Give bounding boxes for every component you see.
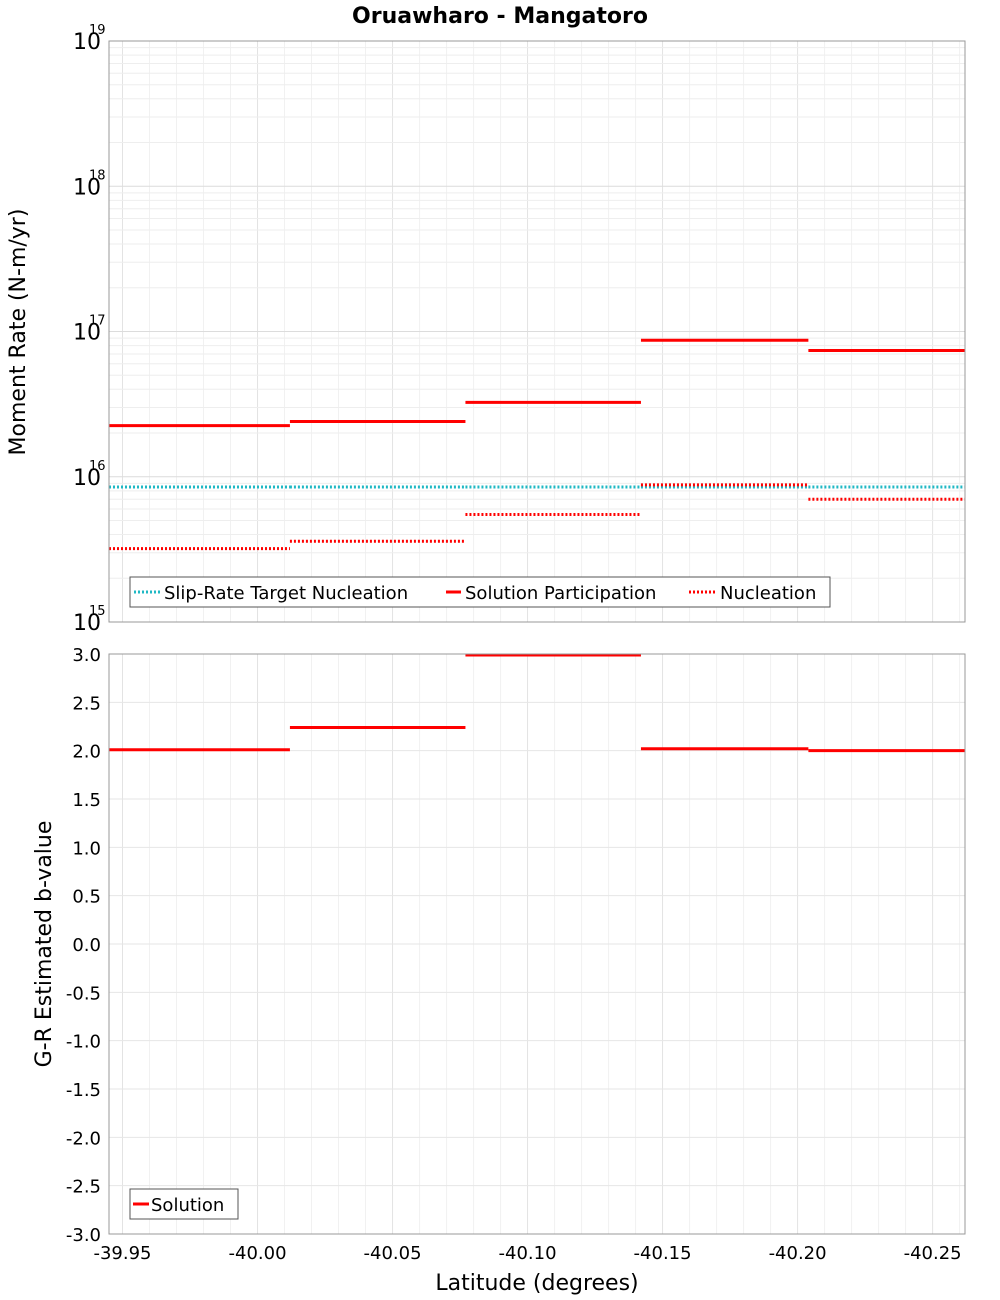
x-axis-label: Latitude (degrees) [435,1271,638,1296]
x-tick-label: -40.25 [904,1243,962,1264]
x-tick-label: -40.10 [499,1243,557,1264]
top-plot-grid [109,41,965,623]
x-tick-label: -40.00 [229,1243,287,1264]
legend-label-solution-participation: Solution Participation [465,583,656,604]
x-tick-label: -40.15 [634,1243,692,1264]
series-solution [109,653,965,753]
bottom-y-tick-label: -2.0 [66,1128,101,1149]
x-tick-label: -40.05 [364,1243,422,1264]
legend-label-slip-rate-target: Slip-Rate Target Nucleation [164,583,408,604]
top-y-tick-label: 10 [73,611,101,636]
bottom-y-tick-label: 2.0 [72,742,101,763]
top-plot-series [109,338,965,551]
bottom-y-tick-label: -3.0 [66,1225,101,1246]
bottom-y-tick-label: 1.5 [72,790,101,811]
top-y-tick-exponent: 16 [89,459,106,474]
bottom-plot-y-ticks: -3.0 -2.5 -2.0 -1.5 -1.0 -0.5 0.0 0.5 1.0 1.5 2.0 2… [66,645,101,1246]
bottom-y-tick-label: -1.5 [66,1080,101,1101]
top-y-tick-exponent: 17 [89,314,106,329]
chart-title: Oruawharo - Mangatoro [352,4,648,29]
top-plot-frame [108,40,966,623]
bottom-y-tick-label: -1.0 [66,1032,101,1053]
top-plot-y-label: Moment Rate (N-m/yr) [6,209,31,456]
top-y-tick-exponent: 15 [89,604,106,619]
x-ticks: -39.95 -40.00 -40.05 -40.10 -40.15 -40.20 -40.… [93,1243,961,1264]
bottom-plot-legend: Solution [129,1188,239,1220]
top-y-tick-label: 10 [73,30,101,55]
x-tick-label: -40.20 [769,1243,827,1264]
bottom-y-tick-label: 2.5 [72,693,101,714]
bottom-plot-series [109,653,965,753]
bottom-y-tick-label: 1.0 [72,838,101,859]
x-tick-label: -39.95 [93,1243,151,1264]
top-y-tick-exponent: 18 [89,168,106,183]
bottom-plot-frame [108,653,966,1235]
legend-label-solution: Solution [151,1195,224,1216]
bottom-plot-y-label: G-R Estimated b-value [32,821,57,1068]
top-y-tick-exponent: 19 [89,23,106,38]
top-y-tick-label: 10 [73,175,101,200]
bottom-y-tick-label: -0.5 [66,983,101,1004]
legend-label-nucleation: Nucleation [720,583,816,604]
bottom-y-tick-label: -2.5 [66,1177,101,1198]
series-solution-participation [109,338,965,428]
top-plot-legend: Slip-Rate Target Nucleation Solution Par… [129,576,831,608]
top-y-tick-label: 10 [73,466,101,491]
top-y-tick-label: 10 [73,321,101,346]
bottom-y-tick-label: 0.5 [72,887,101,908]
bottom-y-tick-label: 3.0 [72,645,101,666]
series-nucleation [109,483,965,551]
bottom-y-tick-label: 0.0 [72,935,101,956]
bottom-plot-grid [109,653,965,1235]
